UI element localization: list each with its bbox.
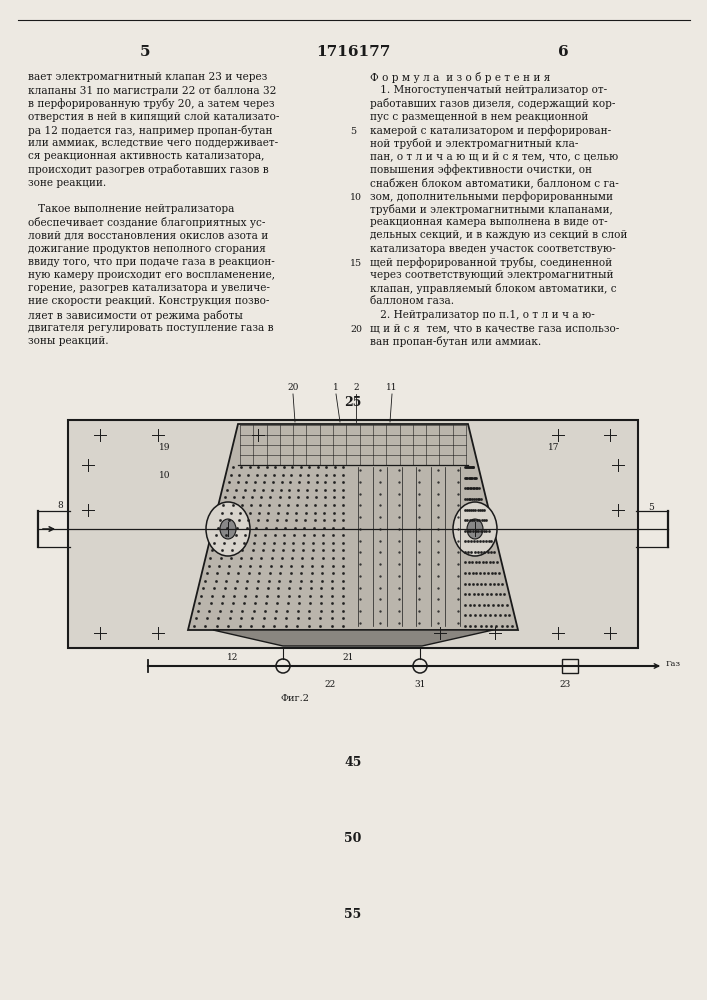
- Text: Такое выполнение нейтрализатора: Такое выполнение нейтрализатора: [28, 204, 235, 214]
- Text: щей перфорированной трубы, соединенной: щей перфорированной трубы, соединенной: [370, 257, 612, 268]
- Text: 5: 5: [648, 502, 654, 512]
- Text: 12: 12: [228, 653, 239, 662]
- Text: баллоном газа.: баллоном газа.: [370, 296, 454, 306]
- Text: ную камеру происходит его воспламенение,: ную камеру происходит его воспламенение,: [28, 270, 275, 280]
- Bar: [562, 659, 578, 673]
- Text: в перфорированную трубу 20, а затем через: в перфорированную трубу 20, а затем чере…: [28, 98, 274, 109]
- Text: зоне реакции.: зоне реакции.: [28, 178, 106, 188]
- Text: 19: 19: [158, 444, 170, 452]
- Text: реакционная камера выполнена в виде от-: реакционная камера выполнена в виде от-: [370, 217, 607, 227]
- Text: трубами и электромагнитными клапанами,: трубами и электромагнитными клапанами,: [370, 204, 613, 215]
- Text: пус с размещенной в нем реакционной: пус с размещенной в нем реакционной: [370, 112, 588, 122]
- Text: 2: 2: [354, 383, 359, 392]
- Text: ван пропан-бутан или аммиак.: ван пропан-бутан или аммиак.: [370, 336, 542, 347]
- Text: работавших газов дизеля, содержащий кор-: работавших газов дизеля, содержащий кор-: [370, 98, 615, 109]
- Text: зом, дополнительными перфорированными: зом, дополнительными перфорированными: [370, 191, 613, 202]
- Text: 2. Нейтрализатор по п.1, о т л и ч а ю-: 2. Нейтрализатор по п.1, о т л и ч а ю-: [370, 310, 595, 320]
- Polygon shape: [213, 630, 493, 646]
- Text: клапаны 31 по магистрали 22 от баллона 32: клапаны 31 по магистрали 22 от баллона 3…: [28, 85, 276, 96]
- Text: или аммиак, вследствие чего поддерживает-: или аммиак, вследствие чего поддерживает…: [28, 138, 278, 148]
- Text: 31: 31: [414, 680, 426, 689]
- Text: клапан, управляемый блоком автоматики, с: клапан, управляемый блоком автоматики, с: [370, 283, 617, 294]
- Text: снабжен блоком автоматики, баллоном с га-: снабжен блоком автоматики, баллоном с га…: [370, 178, 619, 188]
- Text: 22: 22: [325, 680, 336, 689]
- Text: ра 12 подается газ, например пропан-бутан: ра 12 подается газ, например пропан-бута…: [28, 125, 272, 136]
- Ellipse shape: [453, 502, 497, 556]
- Text: через соответствующий электромагнитный: через соответствующий электромагнитный: [370, 270, 614, 280]
- Text: 25: 25: [344, 395, 362, 408]
- Text: 8: 8: [57, 500, 63, 510]
- Text: дожигание продуктов неполного сгорания: дожигание продуктов неполного сгорания: [28, 244, 266, 254]
- Text: 20: 20: [287, 383, 298, 392]
- Text: дельных секций, и в каждую из секций в слой: дельных секций, и в каждую из секций в с…: [370, 230, 627, 240]
- Text: катализатора введен участок соответствую-: катализатора введен участок соответствую…: [370, 244, 616, 254]
- Text: 45: 45: [344, 756, 362, 768]
- Text: двигателя регулировать поступление газа в: двигателя регулировать поступление газа …: [28, 323, 274, 333]
- Text: повышения эффективности очистки, он: повышения эффективности очистки, он: [370, 164, 592, 175]
- Text: ся реакционная активность катализатора,: ся реакционная активность катализатора,: [28, 151, 264, 161]
- Text: происходит разогрев отработавших газов в: происходит разогрев отработавших газов в: [28, 164, 269, 175]
- Text: ние скорости реакций. Конструкция позво-: ние скорости реакций. Конструкция позво-: [28, 296, 269, 306]
- Text: щ и й с я  тем, что в качестве газа использо-: щ и й с я тем, что в качестве газа испол…: [370, 323, 619, 333]
- Text: пан, о т л и ч а ю щ и й с я тем, что, с целью: пан, о т л и ч а ю щ и й с я тем, что, с…: [370, 151, 618, 161]
- Text: 17: 17: [548, 444, 559, 452]
- Text: 5: 5: [140, 45, 151, 59]
- Ellipse shape: [467, 519, 483, 539]
- Text: 1716177: 1716177: [316, 45, 390, 59]
- Text: 1: 1: [333, 383, 339, 392]
- Text: ляет в зависимости от режима работы: ляет в зависимости от режима работы: [28, 310, 243, 321]
- Text: Газ: Газ: [666, 660, 681, 668]
- Ellipse shape: [220, 519, 236, 539]
- Text: горение, разогрев катализатора и увеличе-: горение, разогрев катализатора и увеличе…: [28, 283, 270, 293]
- Text: вает электромагнитный клапан 23 и через: вает электромагнитный клапан 23 и через: [28, 72, 267, 82]
- Text: 50: 50: [344, 832, 362, 844]
- Text: 20: 20: [350, 325, 362, 334]
- Text: 55: 55: [344, 908, 361, 920]
- Text: Ф о р м у л а  и з о б р е т е н и я: Ф о р м у л а и з о б р е т е н и я: [370, 72, 550, 83]
- Text: 21: 21: [342, 653, 354, 662]
- Text: обеспечивает создание благоприятных ус-: обеспечивает создание благоприятных ус-: [28, 217, 265, 228]
- Text: 10: 10: [158, 471, 170, 480]
- Text: Фиг.2: Фиг.2: [281, 694, 310, 703]
- Text: 10: 10: [350, 193, 362, 202]
- Text: ной трубой и электромагнитный кла-: ной трубой и электромагнитный кла-: [370, 138, 578, 149]
- Ellipse shape: [206, 502, 250, 556]
- Text: зоны реакций.: зоны реакций.: [28, 336, 109, 346]
- Text: 23: 23: [559, 680, 571, 689]
- Text: 1. Многоступенчатый нейтрализатор от-: 1. Многоступенчатый нейтрализатор от-: [370, 85, 607, 95]
- Text: отверстия в ней в кипящий слой катализато-: отверстия в ней в кипящий слой катализат…: [28, 112, 279, 122]
- Text: камерой с катализатором и перфорирован-: камерой с катализатором и перфорирован-: [370, 125, 611, 136]
- Text: 11: 11: [386, 383, 398, 392]
- Text: 5: 5: [350, 127, 356, 136]
- Text: 15: 15: [350, 259, 362, 268]
- Polygon shape: [188, 424, 518, 630]
- Bar: [68, 420, 638, 648]
- Text: 6: 6: [558, 45, 568, 59]
- Text: ввиду того, что при подаче газа в реакцион-: ввиду того, что при подаче газа в реакци…: [28, 257, 275, 267]
- Text: ловий для восстановления окислов азота и: ловий для восстановления окислов азота и: [28, 230, 268, 240]
